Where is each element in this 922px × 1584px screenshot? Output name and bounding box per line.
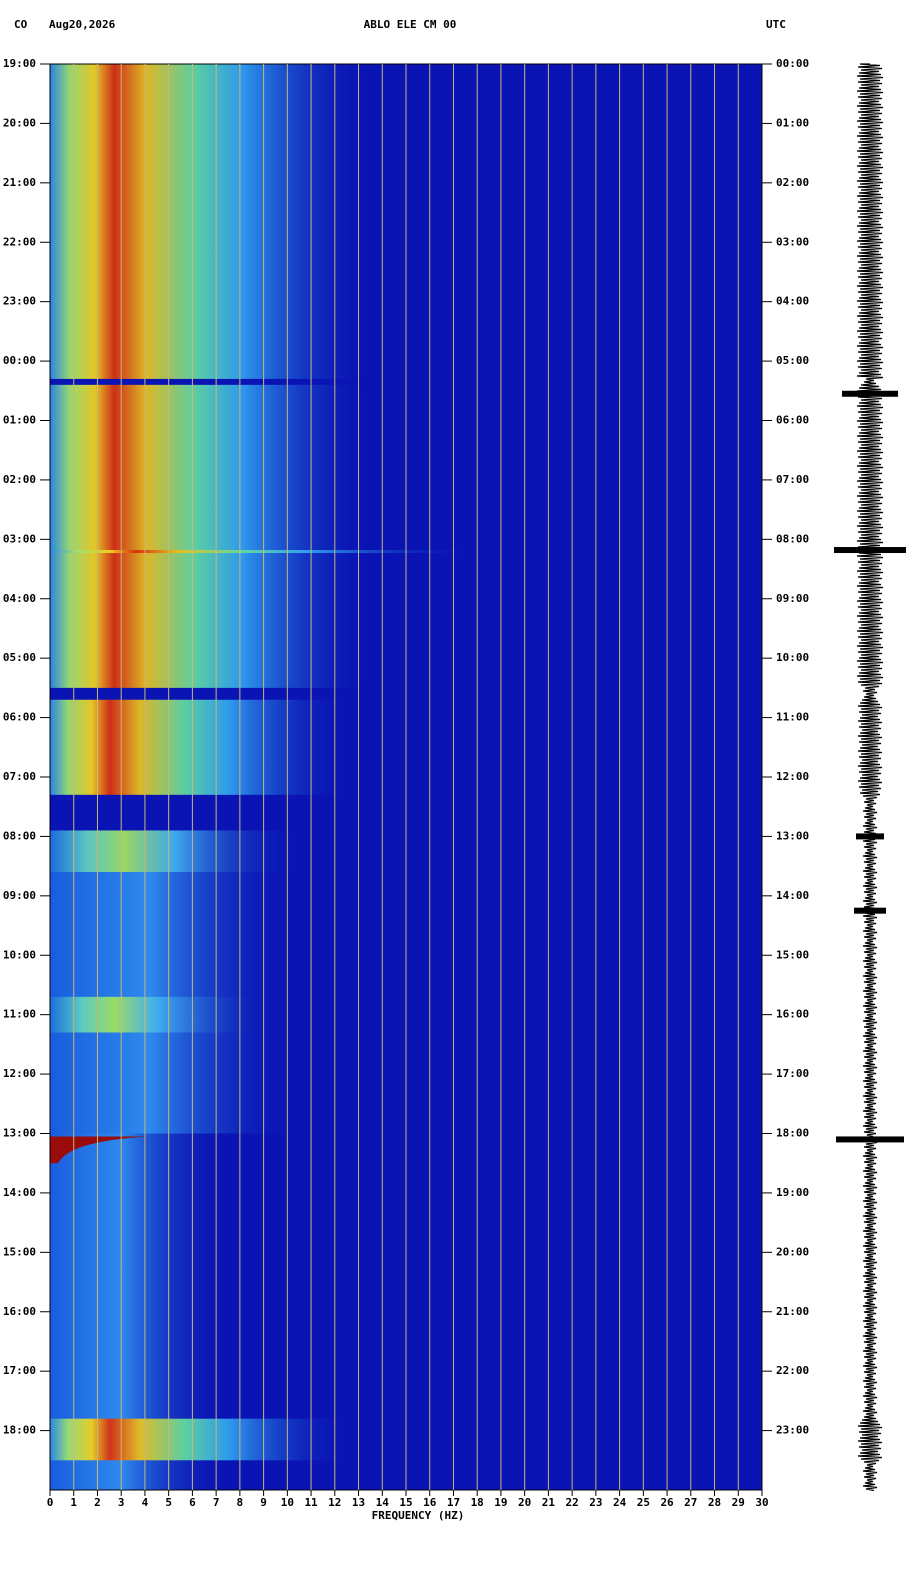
waveform-spike (854, 907, 886, 914)
x-tick-label: 8 (237, 1496, 244, 1509)
y2-tick-label: 01:00 (776, 116, 809, 129)
network: CO (14, 18, 28, 31)
y-tick-label: 12:00 (3, 1067, 36, 1080)
x-tick-label: 15 (399, 1496, 412, 1509)
x-tick-label: 0 (47, 1496, 54, 1509)
x-tick-label: 29 (732, 1496, 745, 1509)
y-tick-label: 01:00 (3, 414, 36, 427)
waveform (856, 63, 884, 1492)
energy-region (50, 384, 371, 688)
y2-tick-label: 19:00 (776, 1186, 809, 1199)
waveform-spike (836, 1136, 904, 1143)
x-tick-label: 28 (708, 1496, 721, 1509)
x-tick-label: 12 (328, 1496, 341, 1509)
chart-title: ABLO ELE CM 00 (364, 18, 457, 31)
x-tick-label: 11 (304, 1496, 318, 1509)
timezone: UTC (766, 18, 786, 31)
y-tick-label: 23:00 (3, 295, 36, 308)
y2-tick-label: 21:00 (776, 1305, 809, 1318)
y2-tick-label: 18:00 (776, 1127, 809, 1140)
y-tick-label: 05:00 (3, 651, 36, 664)
x-tick-label: 3 (118, 1496, 125, 1509)
event-blob (50, 1136, 150, 1164)
x-tick-label: 14 (376, 1496, 390, 1509)
y2-tick-label: 12:00 (776, 770, 809, 783)
y-tick-label: 22:00 (3, 235, 36, 248)
y-tick-label: 06:00 (3, 711, 36, 724)
y2-tick-label: 11:00 (776, 711, 809, 724)
y2-tick-label: 22:00 (776, 1364, 809, 1377)
x-tick-label: 6 (189, 1496, 196, 1509)
x-tick-label: 23 (589, 1496, 602, 1509)
y2-tick-label: 15:00 (776, 948, 809, 961)
y2-tick-label: 04:00 (776, 295, 809, 308)
y2-tick-label: 23:00 (776, 1424, 809, 1437)
y-tick-label: 20:00 (3, 116, 36, 129)
x-tick-label: 20 (518, 1496, 531, 1509)
x-tick-label: 21 (542, 1496, 556, 1509)
x-tick-label: 16 (423, 1496, 437, 1509)
energy-region (50, 64, 371, 379)
y-tick-label: 18:00 (3, 1424, 36, 1437)
y-tick-label: 04:00 (3, 592, 36, 605)
x-tick-label: 2 (94, 1496, 101, 1509)
y2-tick-label: 09:00 (776, 592, 809, 605)
y2-tick-label: 07:00 (776, 473, 809, 486)
x-tick-label: 9 (260, 1496, 267, 1509)
x-tick-label: 30 (755, 1496, 768, 1509)
y2-tick-label: 02:00 (776, 176, 809, 189)
x-tick-label: 18 (471, 1496, 484, 1509)
x-tick-label: 24 (613, 1496, 627, 1509)
waveform-spike (834, 547, 906, 554)
energy-region (50, 699, 350, 795)
x-tick-label: 22 (566, 1496, 579, 1509)
y2-tick-label: 13:00 (776, 829, 809, 842)
x-tick-label: 25 (637, 1496, 650, 1509)
energy-region (50, 996, 264, 1033)
energy-region (50, 830, 300, 873)
x-tick-label: 13 (352, 1496, 365, 1509)
y2-tick-label: 05:00 (776, 354, 809, 367)
y-tick-label: 17:00 (3, 1364, 36, 1377)
y-tick-label: 15:00 (3, 1245, 36, 1258)
y-tick-label: 10:00 (3, 948, 36, 961)
x-tick-label: 7 (213, 1496, 220, 1509)
y2-tick-label: 16:00 (776, 1008, 809, 1021)
x-tick-label: 26 (660, 1496, 674, 1509)
y2-tick-label: 10:00 (776, 651, 809, 664)
x-tick-label: 27 (684, 1496, 697, 1509)
y2-tick-label: 20:00 (776, 1245, 809, 1258)
x-axis-label: FREQUENCY (HZ) (372, 1509, 465, 1522)
y-tick-label: 08:00 (3, 829, 36, 842)
date: Aug20,2026 (49, 18, 116, 31)
y-tick-label: 07:00 (3, 770, 36, 783)
y-tick-label: 00:00 (3, 354, 36, 367)
y-tick-label: 19:00 (3, 57, 36, 70)
x-tick-label: 5 (165, 1496, 172, 1509)
x-tick-label: 19 (494, 1496, 507, 1509)
y-tick-label: 09:00 (3, 889, 36, 902)
waveform-spike (842, 390, 898, 397)
y2-tick-label: 08:00 (776, 532, 809, 545)
waveform-spike (856, 833, 884, 840)
y2-tick-label: 03:00 (776, 235, 809, 248)
y2-tick-label: 00:00 (776, 57, 809, 70)
y-tick-label: 16:00 (3, 1305, 36, 1318)
x-tick-label: 10 (281, 1496, 294, 1509)
x-tick-label: 17 (447, 1496, 460, 1509)
y2-tick-label: 17:00 (776, 1067, 809, 1080)
y2-tick-label: 14:00 (776, 889, 809, 902)
y-tick-label: 11:00 (3, 1008, 36, 1021)
y-tick-label: 21:00 (3, 176, 36, 189)
y-tick-label: 03:00 (3, 532, 36, 545)
x-tick-label: 4 (142, 1496, 149, 1509)
y-tick-label: 02:00 (3, 473, 36, 486)
y2-tick-label: 06:00 (776, 414, 809, 427)
x-tick-label: 1 (70, 1496, 77, 1509)
y-tick-label: 13:00 (3, 1127, 36, 1140)
y-tick-label: 14:00 (3, 1186, 36, 1199)
energy-region (50, 1418, 350, 1461)
